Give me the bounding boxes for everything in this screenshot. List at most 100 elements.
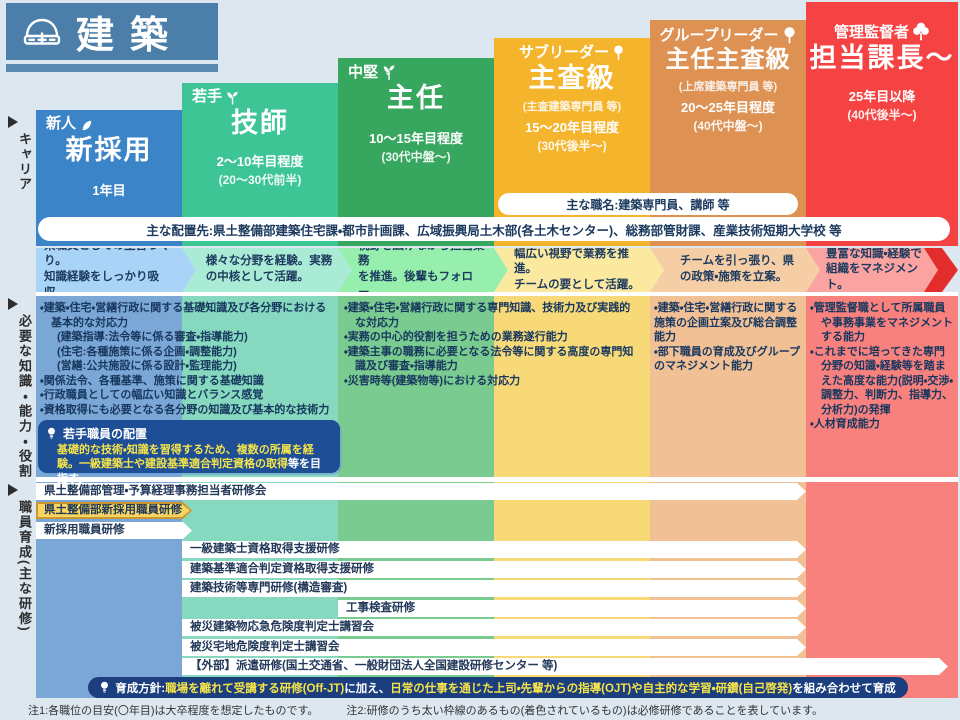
mission-chevron-6: 豊富な知識・経験で 組織をマネジメント。	[806, 248, 938, 292]
knowledge-item: ・建築・住宅・営繕行政に関する専門知識、技術力及び実践的な対応力	[344, 302, 631, 329]
development-policy-bar: 育成方針:職場を離れて受講する研修(Off-JT)に加え、日常の仕事を通じた上司…	[88, 677, 908, 698]
career-stage-header-kanri: 管理監督者 担当課長〜 25年目以降 (40代後半〜)	[806, 2, 958, 246]
knowledge-item: (営繕:公共施設に係る設計・監理能力)	[57, 360, 237, 373]
knowledge-item: ・災害時等(建築物等)における対応力	[344, 374, 521, 387]
stage-years: 2〜10年目程度	[216, 153, 304, 169]
knowledge-item: ・部下職員の育成及びグループのマネジメント能力	[654, 345, 801, 373]
career-arrow-icon	[8, 116, 18, 128]
knowledge-block-leader: ・建築・住宅・営繕行政に関する施策の企画立案及び総合調整能力 ・部下職員の育成及…	[654, 301, 802, 374]
logo-banner: 建築	[6, 3, 218, 60]
mission-text: 様々な分野を経験。実務 の中核として活躍。	[205, 255, 333, 283]
training-row: 被災建築物応急危険度判定士講習会	[182, 619, 806, 636]
policy-mid: に加え、	[344, 682, 391, 695]
stage-title: 担当課長〜	[809, 43, 955, 73]
training-row: 被災宅地危険度判定士講習会	[182, 639, 806, 656]
sapling-icon	[381, 64, 397, 81]
knowledge-item: ・建築主事の職務に必要となる法令等に関する高度の専門知識及び審査・指導能力	[344, 345, 634, 373]
stage-age: (40代中盤〜)	[693, 118, 763, 133]
stage-subtitle: (主査建築専門員 等)	[522, 101, 622, 114]
mission-chevron-4: 幅広い視野で業務を推進。 チームの要として活躍。	[494, 248, 664, 292]
stage-row: 若手	[182, 88, 240, 106]
knowledge-item: ・建築・住宅・営繕行政に関する基礎知識及び各分野における基本的な対応力	[40, 302, 327, 329]
stage-label: 若手	[192, 88, 223, 105]
mission-text: 豊富な知識・経験で 組織をマネジメント。	[826, 247, 922, 291]
lightbulb-icon	[47, 427, 56, 440]
footnote-2: 注2:研修のうち太い枠線のあるもの(着色されているもの)は必修研修であることを表…	[346, 705, 824, 717]
stage-label: 管理監督者	[833, 23, 909, 41]
stage-years: 1年目	[92, 182, 126, 198]
young-staff-placement-box: 若手職員の配置 基礎的な技術・知識を習得するため、複数の所属を経験。一級建築士や…	[38, 420, 340, 485]
training-row-required-label: 県土整備部新採用職員研修	[38, 504, 190, 517]
stage-years: 15〜20年目程度	[525, 120, 619, 136]
knowledge-block-junior: ・建築・住宅・営繕行政に関する基礎知識及び各分野における基本的な対応力 (建築指…	[40, 301, 337, 417]
stage-label: 中堅	[348, 63, 379, 81]
knowledge-item: (建築指導:法令等に係る審査・指導能力)	[57, 331, 248, 344]
career-stage-header-chuken: 中堅 主任 10〜15年目程度 (30代中盤〜)	[338, 58, 494, 246]
policy-text: 育成方針:職場を離れて受講する研修(Off-JT)に加え、日常の仕事を通じた上司…	[115, 680, 896, 696]
knowledge-item: ・建築・住宅・営繕行政に関する施策の企画立案及び総合調整能力	[654, 302, 798, 344]
training-row-required: 県土整備部新採用職員研修	[36, 502, 192, 519]
sprout-icon	[225, 90, 240, 106]
separator	[36, 292, 958, 296]
stage-row: 管理監督者	[834, 22, 930, 41]
stage-title: 技師	[231, 107, 289, 138]
knowledge-item: ・資格取得にも必要となる各分野の知識及び基本的な技術力	[40, 403, 330, 416]
footnotes: 注1:各職位の目安(〇年目)は大卒程度を想定したものです。 注2:研修のうち太い…	[28, 702, 948, 718]
stage-row: 中堅	[338, 64, 397, 81]
stage-age: (30代中盤〜)	[381, 150, 451, 165]
training-row: 一級建築士資格取得支援研修	[182, 541, 806, 558]
mission-chevron-3: 視野を広げながら担当業務 を推進。後輩もフォロー。	[338, 248, 508, 292]
stage-row: サブリーダー	[519, 44, 625, 61]
policy-offjt: 職場を離れて受講する研修(Off-JT)	[165, 682, 345, 695]
knowledge-item: ・これまでに培ってきた専門分野の知識・経験等を踏まえた高度な能力(説明・交渉・調…	[810, 345, 954, 416]
stage-years: 25年目以降	[848, 89, 916, 105]
mission-chevron-2: 様々な分野を経験。実務 の中核として活躍。	[182, 248, 352, 292]
mission-text: チームを引っ張り、県 の政策・施策を立案。	[679, 255, 795, 283]
stage-label: 新人	[46, 115, 77, 132]
lightbulb-icon	[100, 681, 109, 694]
training-row: 県土整備部管理・予算経理事務担当者研修会	[36, 483, 806, 500]
stage-label: グループリーダー	[659, 26, 779, 44]
knowledge-arrow-icon	[8, 298, 18, 310]
seed-leaf-icon	[79, 118, 94, 133]
logo-underline	[6, 64, 218, 72]
stage-title: 主任主査級	[665, 46, 791, 73]
stage-age: (30代後半〜)	[537, 139, 607, 154]
hard-hat-icon	[20, 15, 64, 49]
mission-chevron-1: 県職員としての土台づくり。 知識経験をしっかり吸収。	[36, 248, 196, 292]
knowledge-block-manager: ・管理監督職として所属職員や事務事業をマネジメントする能力 ・これまでに培ってき…	[810, 301, 955, 432]
young-box-highlight: 基礎的な技術・知識を習得するため、複数の所属を経験。一級建築士や建設基準適合判定…	[57, 444, 314, 471]
knowledge-block-middle: ・建築・住宅・営繕行政に関する専門知識、技術力及び実践的な対応力 ・実務の中心的…	[344, 301, 641, 388]
knowledge-item: (住宅:各種施策に係る企画・調整能力)	[57, 345, 237, 358]
policy-ojt: 日常の仕事を通じた上司・先輩からの指導(OJT)や自主的な学習・研鑽(自己啓発)	[390, 682, 793, 695]
training-row: 新採用職員研修	[36, 522, 192, 539]
separator	[36, 477, 958, 482]
stage-row: 新人	[36, 115, 94, 133]
tree-icon	[782, 26, 797, 44]
mission-chevron-5: チームを引っ張り、県 の政策・施策を立案。	[650, 248, 820, 292]
policy-prefix: 育成方針:	[115, 682, 166, 695]
knowledge-item: ・管理監督職として所属職員や事務事業をマネジメントする能力	[810, 302, 953, 344]
stage-title: 新採用	[65, 134, 153, 165]
young-box-body: 基礎的な技術・知識を習得するため、複数の所属を経験。一級建築士や建設基準適合判定…	[47, 443, 331, 486]
stage-age: (40代後半〜)	[847, 108, 917, 123]
stage-title: 主査級	[528, 63, 616, 93]
stage-row: グループリーダー	[659, 26, 796, 44]
page-title: 建築	[76, 15, 185, 57]
stage-years: 10〜15年目程度	[369, 131, 463, 147]
training-arrow-icon	[8, 484, 18, 496]
knowledge-item: ・人材育成能力	[810, 418, 880, 431]
footnote-1: 注1:各職位の目安(〇年目)は大卒程度を想定したものです。	[28, 705, 319, 717]
stage-label: サブリーダー	[518, 43, 609, 61]
young-box-title: 若手職員の配置	[63, 427, 148, 441]
job-title-pill: 主な職名:建築専門員、講師 等	[498, 193, 798, 215]
stage-years: 20〜25年目程度	[681, 99, 775, 115]
big-tree-icon	[912, 22, 930, 41]
small-tree-icon	[612, 44, 625, 61]
training-row: 建築技術等専門研修(構造審査)	[182, 580, 806, 597]
side-label-knowledge: 必要な知識・能力・役割	[17, 314, 32, 479]
column-band-6	[806, 296, 958, 698]
side-label-career: キャリア	[17, 132, 32, 192]
knowledge-item: ・行政職員としての幅広い知識とバランス感覚	[40, 389, 264, 402]
